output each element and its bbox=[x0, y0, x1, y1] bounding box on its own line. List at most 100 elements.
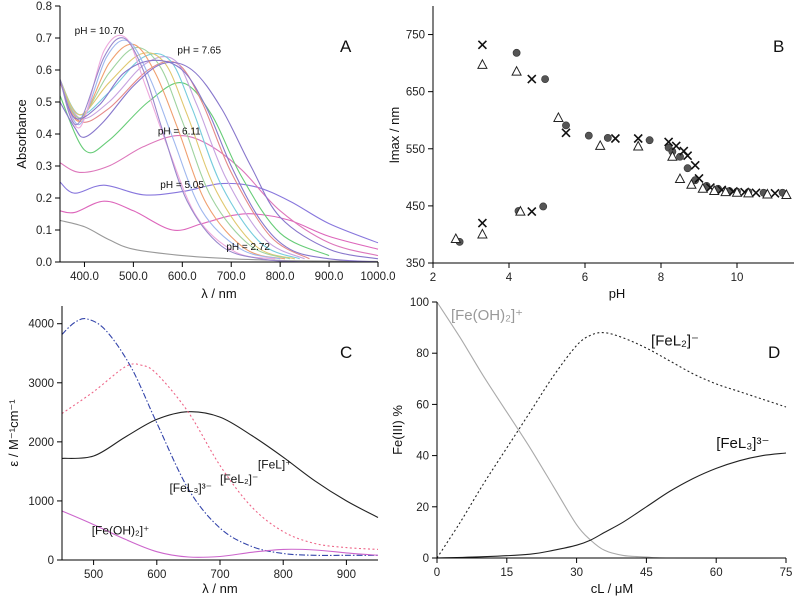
x-tick-label: 60 bbox=[710, 567, 723, 579]
y-tick-label: 550 bbox=[406, 144, 425, 156]
data-point-circle bbox=[584, 131, 593, 140]
x-tick-label: 10 bbox=[731, 272, 744, 284]
series-line--fel3-3- bbox=[436, 452, 787, 559]
data-point-triangle bbox=[762, 188, 773, 199]
data-point-cross bbox=[770, 188, 780, 198]
series-line--fel2- bbox=[436, 332, 787, 559]
y-tick-label: 0.0 bbox=[36, 257, 52, 269]
y-tick-label: 0.1 bbox=[36, 225, 52, 237]
panel-b-letter: B bbox=[773, 37, 784, 56]
x-tick-label: 15 bbox=[500, 567, 513, 579]
panel-d-curves bbox=[436, 301, 787, 559]
panel-a-y-ticks: 0.0 0.1 0.2 0.3 0.4 0.5 0.6 0.7 0.8 bbox=[36, 1, 60, 269]
data-point-circle bbox=[645, 136, 654, 145]
species-label: [FeL₂]⁻ bbox=[651, 333, 699, 350]
x-tick-label: 900 bbox=[337, 569, 356, 581]
data-point-triangle bbox=[632, 140, 644, 151]
data-point-circle bbox=[683, 164, 692, 173]
series-line-intermediate-4 bbox=[59, 52, 295, 260]
panel-b-y-ticks: 350 450 550 650 750 bbox=[406, 30, 433, 270]
data-point-circle bbox=[603, 134, 612, 142]
species-label: [Fe(OH)₂]⁺ bbox=[92, 524, 150, 538]
series-line-ph-5-05-b- bbox=[59, 181, 379, 244]
panel-a-annotations: pH = 10.70 pH = 7.65 pH = 6.11 pH = 5.05 pH … bbox=[75, 26, 271, 253]
panel-d: 0 15 30 45 60 75 0 20 40 60 80 100 [Fe(OH)₂]⁺ [FeL₂… bbox=[390, 297, 792, 596]
data-point-cross bbox=[527, 74, 537, 84]
data-point-triangle bbox=[450, 232, 462, 244]
panel-b: 2 4 6 8 10 350 450 550 650 750 pH lmax / nm B bbox=[387, 6, 794, 301]
panel-d-y-label: Fe(III) % bbox=[390, 405, 405, 455]
data-point-circle bbox=[512, 48, 521, 57]
data-point-cross bbox=[561, 128, 571, 138]
panel-d-labels: [Fe(OH)₂]⁺ [FeL₂]⁻ [FeL₃]³⁻ bbox=[451, 307, 769, 452]
x-tick-label: 600.0 bbox=[168, 271, 197, 283]
y-tick-label: 0 bbox=[423, 553, 429, 565]
data-point-triangle bbox=[708, 184, 720, 196]
data-point-cross bbox=[751, 188, 761, 198]
y-tick-label: 0.2 bbox=[36, 193, 52, 205]
y-tick-label: 0.7 bbox=[36, 33, 52, 45]
data-point-cross bbox=[477, 218, 487, 228]
data-point-triangle bbox=[477, 228, 488, 239]
series-line-ph-6-11-baseline bbox=[59, 61, 379, 260]
data-point-triangle bbox=[594, 139, 606, 150]
y-tick-label: 0.5 bbox=[36, 97, 52, 109]
y-tick-label: 80 bbox=[416, 348, 429, 360]
data-point-triangle bbox=[697, 182, 709, 193]
panel-b-x-ticks: 2 4 6 8 10 bbox=[430, 263, 744, 284]
x-tick-label: 45 bbox=[640, 567, 653, 579]
y-tick-label: 2000 bbox=[28, 437, 54, 449]
data-point-circle bbox=[539, 202, 548, 211]
data-point-cross bbox=[610, 133, 620, 144]
x-tick-label: 6 bbox=[582, 272, 588, 284]
panel-b-y-label-group: lmax / nm bbox=[387, 107, 402, 163]
x-tick-label: 8 bbox=[658, 272, 664, 284]
panel-c-y-ticks: 0 1000 2000 3000 4000 bbox=[28, 319, 62, 567]
data-point-triangle bbox=[553, 111, 564, 122]
x-tick-label: 1000.0 bbox=[360, 271, 395, 283]
data-point-cross bbox=[683, 151, 693, 161]
species-label: [FeL₃]³⁻ bbox=[716, 435, 769, 452]
data-point-circle bbox=[541, 75, 549, 84]
series-line-ph-7-65 bbox=[59, 59, 379, 263]
data-point-triangle bbox=[477, 58, 488, 69]
y-tick-label: 0.4 bbox=[36, 129, 53, 141]
panel-a: 400.0 500.0 600.0 700.0 800.0 900.0 1000.0 0.0… bbox=[14, 1, 396, 301]
y-tick-label: 100 bbox=[410, 297, 429, 309]
series-line--fel2- bbox=[61, 363, 379, 550]
y-tick-label: 450 bbox=[406, 201, 425, 213]
data-point-cross bbox=[694, 173, 704, 184]
panel-a-y-label: Absorbance bbox=[14, 99, 29, 168]
panel-d-x-label: cL / μM bbox=[591, 581, 633, 596]
panel-c-labels: [FeL]⁺[FeL₂]⁻ [FeL₃]³⁻ [Fe(OH)₂]⁺ bbox=[92, 457, 292, 537]
panel-c-y-label: ε / M⁻¹cm⁻¹ bbox=[6, 399, 21, 467]
data-point-triangle bbox=[667, 150, 678, 161]
panel-d-letter: D bbox=[768, 343, 780, 362]
panel-c-letter: C bbox=[340, 343, 352, 362]
panel-a-letter: A bbox=[340, 37, 352, 56]
y-tick-label: 0 bbox=[48, 555, 54, 567]
series-line--fel- bbox=[61, 411, 379, 518]
panel-b-x-label: pH bbox=[609, 286, 626, 301]
data-point-cross bbox=[527, 207, 537, 217]
x-tick-label: 75 bbox=[780, 567, 793, 579]
data-point-triangle bbox=[674, 172, 686, 184]
series-line-ph-10-70 bbox=[59, 37, 305, 263]
data-point-triangle bbox=[731, 186, 743, 197]
series-line-intermediate-8 bbox=[59, 34, 276, 260]
x-tick-label: 0 bbox=[434, 567, 440, 579]
data-point-triangle bbox=[720, 186, 731, 197]
series-line--fe-oh-2- bbox=[61, 510, 379, 558]
data-point-circle bbox=[562, 121, 570, 130]
y-tick-label: 4000 bbox=[28, 319, 54, 331]
y-tick-label: 60 bbox=[416, 399, 429, 411]
x-tick-label: 600 bbox=[147, 569, 166, 581]
y-tick-label: 650 bbox=[406, 87, 425, 99]
annotation-label: pH = 6.11 bbox=[158, 127, 201, 138]
y-tick-label: 20 bbox=[416, 502, 429, 514]
x-tick-label: 30 bbox=[570, 567, 583, 579]
y-tick-label: 0.6 bbox=[36, 65, 52, 77]
x-tick-label: 800.0 bbox=[266, 271, 295, 283]
panel-c-x-ticks: 500 600 700 800 900 bbox=[84, 560, 356, 581]
